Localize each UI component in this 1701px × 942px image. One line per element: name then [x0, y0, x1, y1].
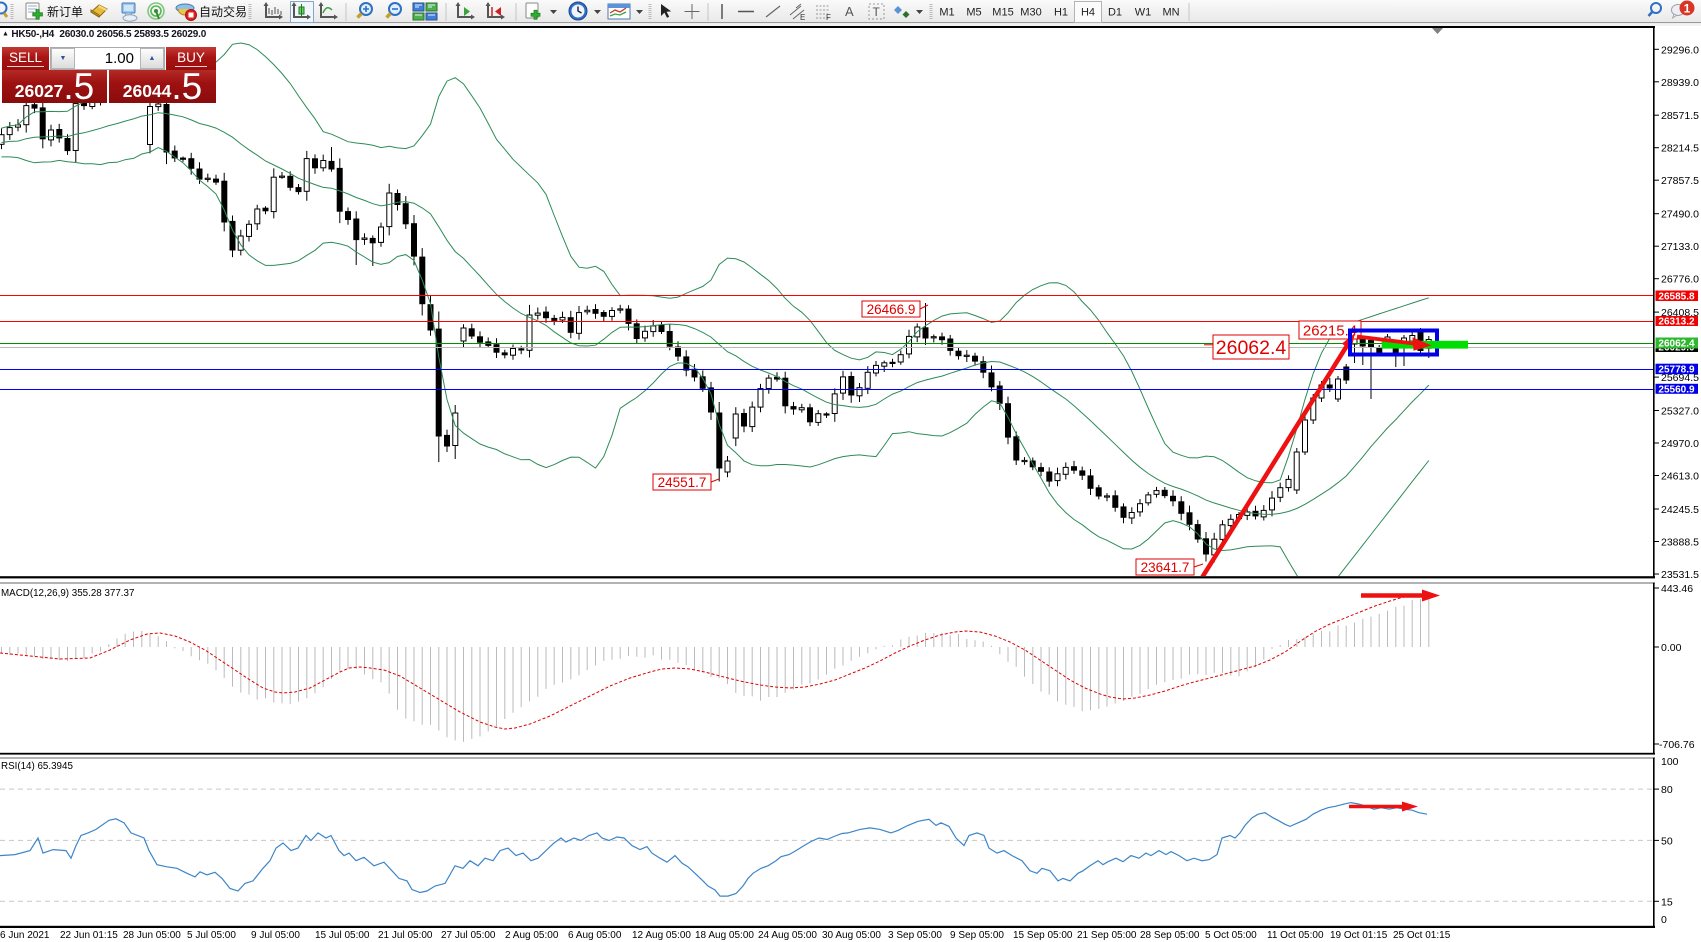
- svg-text:26062.4: 26062.4: [1658, 339, 1695, 350]
- svg-text:MACD(12,26,9) 355.28 377.37: MACD(12,26,9) 355.28 377.37: [1, 588, 134, 599]
- svg-text:25 Oct 01:15: 25 Oct 01:15: [1393, 930, 1451, 941]
- svg-text:23641.7: 23641.7: [1141, 560, 1190, 575]
- svg-text:H1: H1: [1054, 7, 1068, 19]
- svg-text:19 Oct 01:15: 19 Oct 01:15: [1330, 930, 1388, 941]
- svg-text:23531.5: 23531.5: [1661, 569, 1699, 581]
- svg-text:28214.5: 28214.5: [1661, 143, 1699, 155]
- svg-text:30 Aug 05:00: 30 Aug 05:00: [822, 930, 881, 941]
- svg-text:6 Jun 2021: 6 Jun 2021: [0, 930, 50, 941]
- svg-text:24613.0: 24613.0: [1661, 471, 1699, 483]
- svg-text:新订单: 新订单: [47, 4, 83, 19]
- svg-text:5 Jul 05:00: 5 Jul 05:00: [187, 930, 236, 941]
- svg-text:100: 100: [1661, 756, 1679, 768]
- svg-text:H4: H4: [1081, 7, 1095, 19]
- svg-text:24970.0: 24970.0: [1661, 438, 1699, 450]
- svg-text:25778.9: 25778.9: [1658, 365, 1695, 376]
- svg-text:23888.5: 23888.5: [1661, 537, 1699, 549]
- svg-text:9 Jul 05:00: 9 Jul 05:00: [251, 930, 300, 941]
- svg-text:26466.9: 26466.9: [867, 302, 916, 317]
- svg-text:28 Jun 05:00: 28 Jun 05:00: [123, 930, 181, 941]
- svg-text:0.00: 0.00: [1661, 642, 1682, 654]
- svg-text:26585.8: 26585.8: [1658, 291, 1695, 302]
- svg-text:5 Oct 05:00: 5 Oct 05:00: [1205, 930, 1257, 941]
- svg-text:24 Aug 05:00: 24 Aug 05:00: [758, 930, 817, 941]
- svg-text:6 Aug 05:00: 6 Aug 05:00: [568, 930, 622, 941]
- svg-text:21 Sep 05:00: 21 Sep 05:00: [1077, 930, 1137, 941]
- svg-text:24245.5: 24245.5: [1661, 504, 1699, 516]
- svg-text:18 Aug 05:00: 18 Aug 05:00: [695, 930, 754, 941]
- svg-text:26215.4: 26215.4: [1303, 322, 1357, 339]
- svg-text:M30: M30: [1020, 7, 1041, 19]
- svg-text:26313.2: 26313.2: [1658, 317, 1695, 328]
- svg-text:M1: M1: [939, 7, 954, 19]
- svg-text:26062.4: 26062.4: [1216, 337, 1287, 359]
- svg-text:15 Jul 05:00: 15 Jul 05:00: [315, 930, 370, 941]
- svg-text:9 Sep 05:00: 9 Sep 05:00: [950, 930, 1004, 941]
- svg-text:M5: M5: [966, 7, 981, 19]
- svg-text:11 Oct 05:00: 11 Oct 05:00: [1267, 930, 1324, 941]
- svg-text:M15: M15: [992, 7, 1013, 19]
- svg-text:80: 80: [1661, 784, 1673, 796]
- svg-text:26776.0: 26776.0: [1661, 274, 1699, 286]
- svg-text:22 Jun 01:15: 22 Jun 01:15: [60, 930, 118, 941]
- svg-text:12 Aug 05:00: 12 Aug 05:00: [632, 930, 691, 941]
- svg-text:F: F: [826, 13, 831, 22]
- svg-text:15 Sep 05:00: 15 Sep 05:00: [1013, 930, 1073, 941]
- svg-text:25560.9: 25560.9: [1658, 384, 1695, 395]
- svg-text:A: A: [845, 4, 854, 19]
- svg-text:50: 50: [1661, 835, 1673, 847]
- svg-text:27857.5: 27857.5: [1661, 175, 1699, 187]
- svg-text:28 Sep 05:00: 28 Sep 05:00: [1140, 930, 1200, 941]
- svg-text:21 Jul 05:00: 21 Jul 05:00: [378, 930, 433, 941]
- svg-text:27133.0: 27133.0: [1661, 241, 1699, 253]
- svg-text:25694.5: 25694.5: [1661, 372, 1699, 384]
- svg-text:27 Jul 05:00: 27 Jul 05:00: [441, 930, 496, 941]
- svg-text:24551.7: 24551.7: [658, 475, 707, 490]
- svg-text:25327.0: 25327.0: [1661, 406, 1699, 418]
- svg-text:28939.0: 28939.0: [1661, 77, 1699, 89]
- svg-text:自动交易: 自动交易: [199, 4, 247, 19]
- svg-text:-706.76: -706.76: [1659, 739, 1695, 751]
- svg-text:1: 1: [1684, 2, 1691, 16]
- svg-text:MN: MN: [1162, 7, 1179, 19]
- svg-text:E: E: [800, 13, 805, 22]
- svg-text:2 Aug 05:00: 2 Aug 05:00: [505, 930, 559, 941]
- svg-text:W1: W1: [1135, 7, 1152, 19]
- svg-text:D1: D1: [1108, 7, 1122, 19]
- svg-text:27490.0: 27490.0: [1661, 209, 1699, 221]
- svg-text:29296.0: 29296.0: [1661, 44, 1699, 56]
- svg-text:RSI(14) 65.3945: RSI(14) 65.3945: [1, 761, 73, 772]
- svg-text:3 Sep 05:00: 3 Sep 05:00: [888, 930, 942, 941]
- svg-text:15: 15: [1661, 896, 1673, 908]
- svg-text:T: T: [873, 5, 881, 19]
- svg-text:28571.5: 28571.5: [1661, 110, 1699, 122]
- svg-text:443.46: 443.46: [1661, 583, 1693, 595]
- svg-text:0: 0: [1661, 914, 1667, 926]
